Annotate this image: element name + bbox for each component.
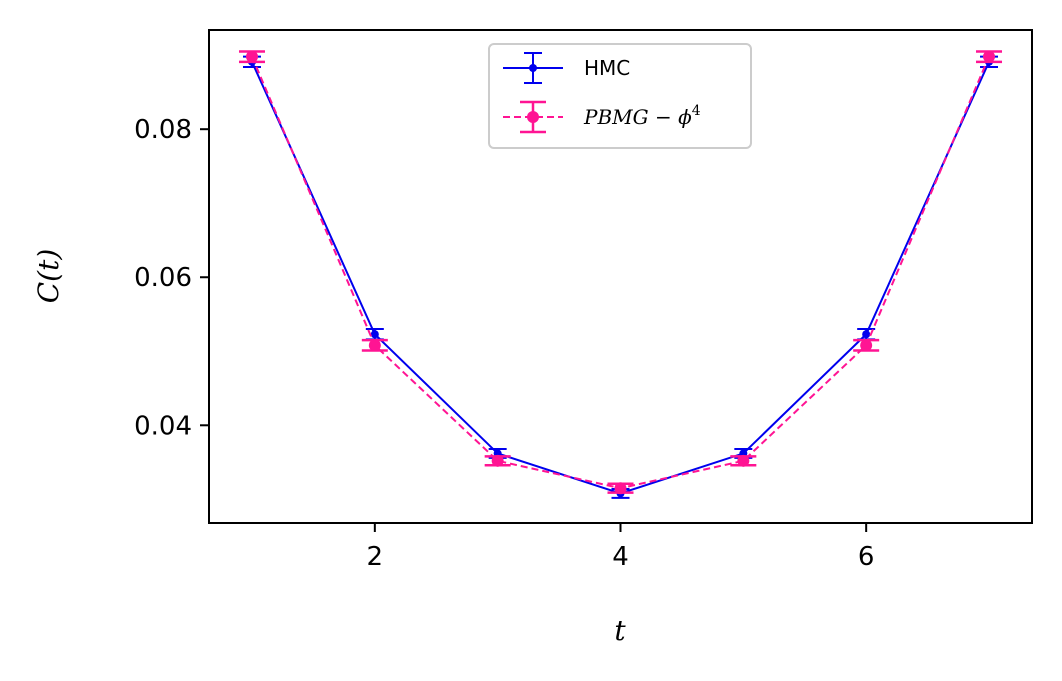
y-tick-label: 0.08: [134, 115, 192, 145]
data-point: [370, 330, 379, 339]
data-point: [737, 454, 750, 467]
legend-box: [488, 43, 752, 149]
data-point: [491, 454, 504, 467]
legend-item: PBMG − ϕ4: [503, 100, 701, 134]
legend: HMC PBMG − ϕ4: [488, 43, 752, 149]
legend-marker: [527, 111, 539, 123]
legend-label: PBMG − ϕ4: [583, 103, 701, 129]
x-tick-label: 6: [858, 542, 875, 572]
series-pbmg: [238, 50, 1003, 495]
y-axis-label: C(t): [32, 249, 65, 304]
y-tick-label: 0.06: [134, 263, 192, 293]
data-point: [614, 482, 627, 495]
legend-item: HMC: [503, 52, 630, 84]
data-point: [860, 339, 873, 352]
x-axis-label: t: [614, 614, 626, 647]
data-point: [245, 50, 258, 63]
x-tick-label: 4: [612, 542, 629, 572]
legend-marker: [529, 64, 537, 72]
data-point: [862, 330, 871, 339]
x-tick-label: 2: [367, 542, 384, 572]
plot-frame: [208, 29, 1033, 524]
legend-label: HMC: [584, 56, 630, 80]
y-tick-label: 0.04: [134, 411, 192, 441]
data-point: [368, 339, 381, 352]
data-point: [983, 50, 996, 63]
